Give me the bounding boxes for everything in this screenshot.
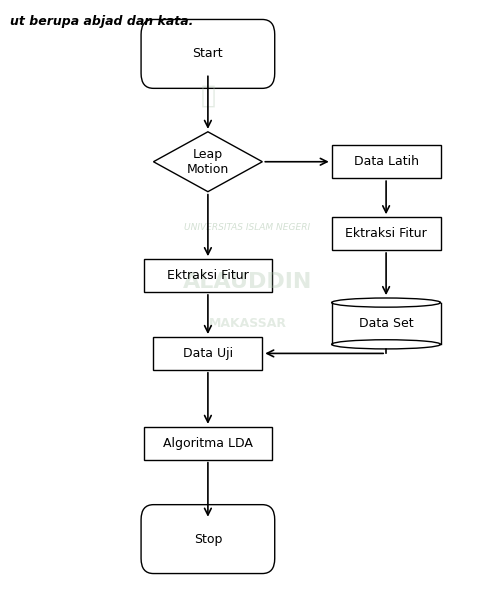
FancyBboxPatch shape [144,426,272,460]
FancyBboxPatch shape [141,504,275,574]
FancyBboxPatch shape [144,259,272,292]
FancyBboxPatch shape [153,337,262,370]
Polygon shape [153,132,262,192]
Text: Leap
Motion: Leap Motion [187,148,229,176]
Text: Start: Start [193,47,223,60]
Text: Algoritma LDA: Algoritma LDA [163,437,253,450]
Text: ut berupa abjad dan kata.: ut berupa abjad dan kata. [10,15,193,28]
Text: Stop: Stop [194,533,222,546]
Text: Data Set: Data Set [359,317,413,330]
FancyBboxPatch shape [141,19,275,88]
Ellipse shape [332,340,441,349]
Text: Ektraksi Fitur: Ektraksi Fitur [345,227,427,240]
FancyBboxPatch shape [332,302,441,344]
Text: ALAUDDIN: ALAUDDIN [183,271,312,292]
Text: MAKASSAR: MAKASSAR [208,317,287,330]
Ellipse shape [332,298,441,307]
Text: ⛩: ⛩ [200,84,215,108]
FancyBboxPatch shape [332,145,441,179]
Text: Data Latih: Data Latih [353,155,419,168]
Text: Data Uji: Data Uji [183,347,233,360]
Text: Ektraksi Fitur: Ektraksi Fitur [167,269,249,282]
Text: UNIVERSITAS ISLAM NEGERI: UNIVERSITAS ISLAM NEGERI [185,223,310,232]
FancyBboxPatch shape [332,217,441,250]
